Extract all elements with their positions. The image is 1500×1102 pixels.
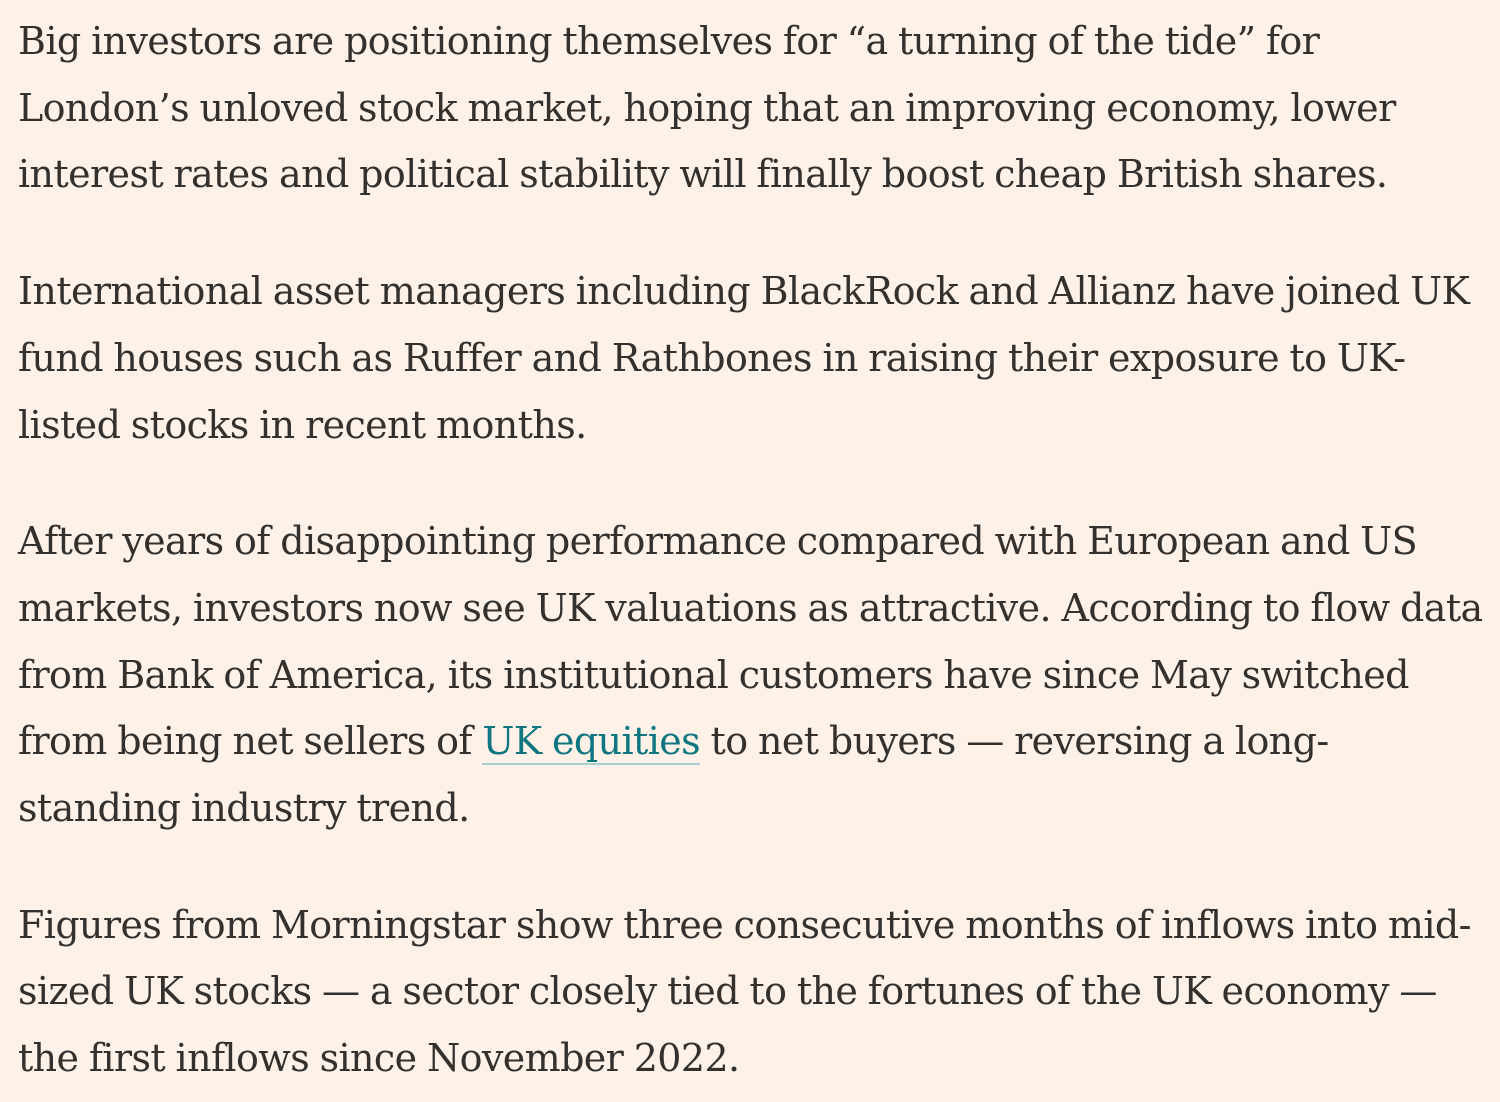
article-body: Big investors are positioning themselves…: [18, 8, 1483, 1092]
paragraph-3: After years of disappointing performance…: [18, 508, 1483, 842]
uk-equities-link[interactable]: UK equities: [482, 719, 701, 766]
paragraph-3-text-start: After years of disappointing performance…: [18, 519, 1483, 764]
paragraph-2: International asset managers including B…: [18, 269, 1470, 447]
paragraph-4: Figures from Morningstar show three cons…: [18, 902, 1471, 1081]
paragraph-3-text-end: to net buyers — reversing a long-standin…: [18, 719, 1329, 831]
paragraph-1: Big investors are positioning themselves…: [18, 19, 1396, 197]
